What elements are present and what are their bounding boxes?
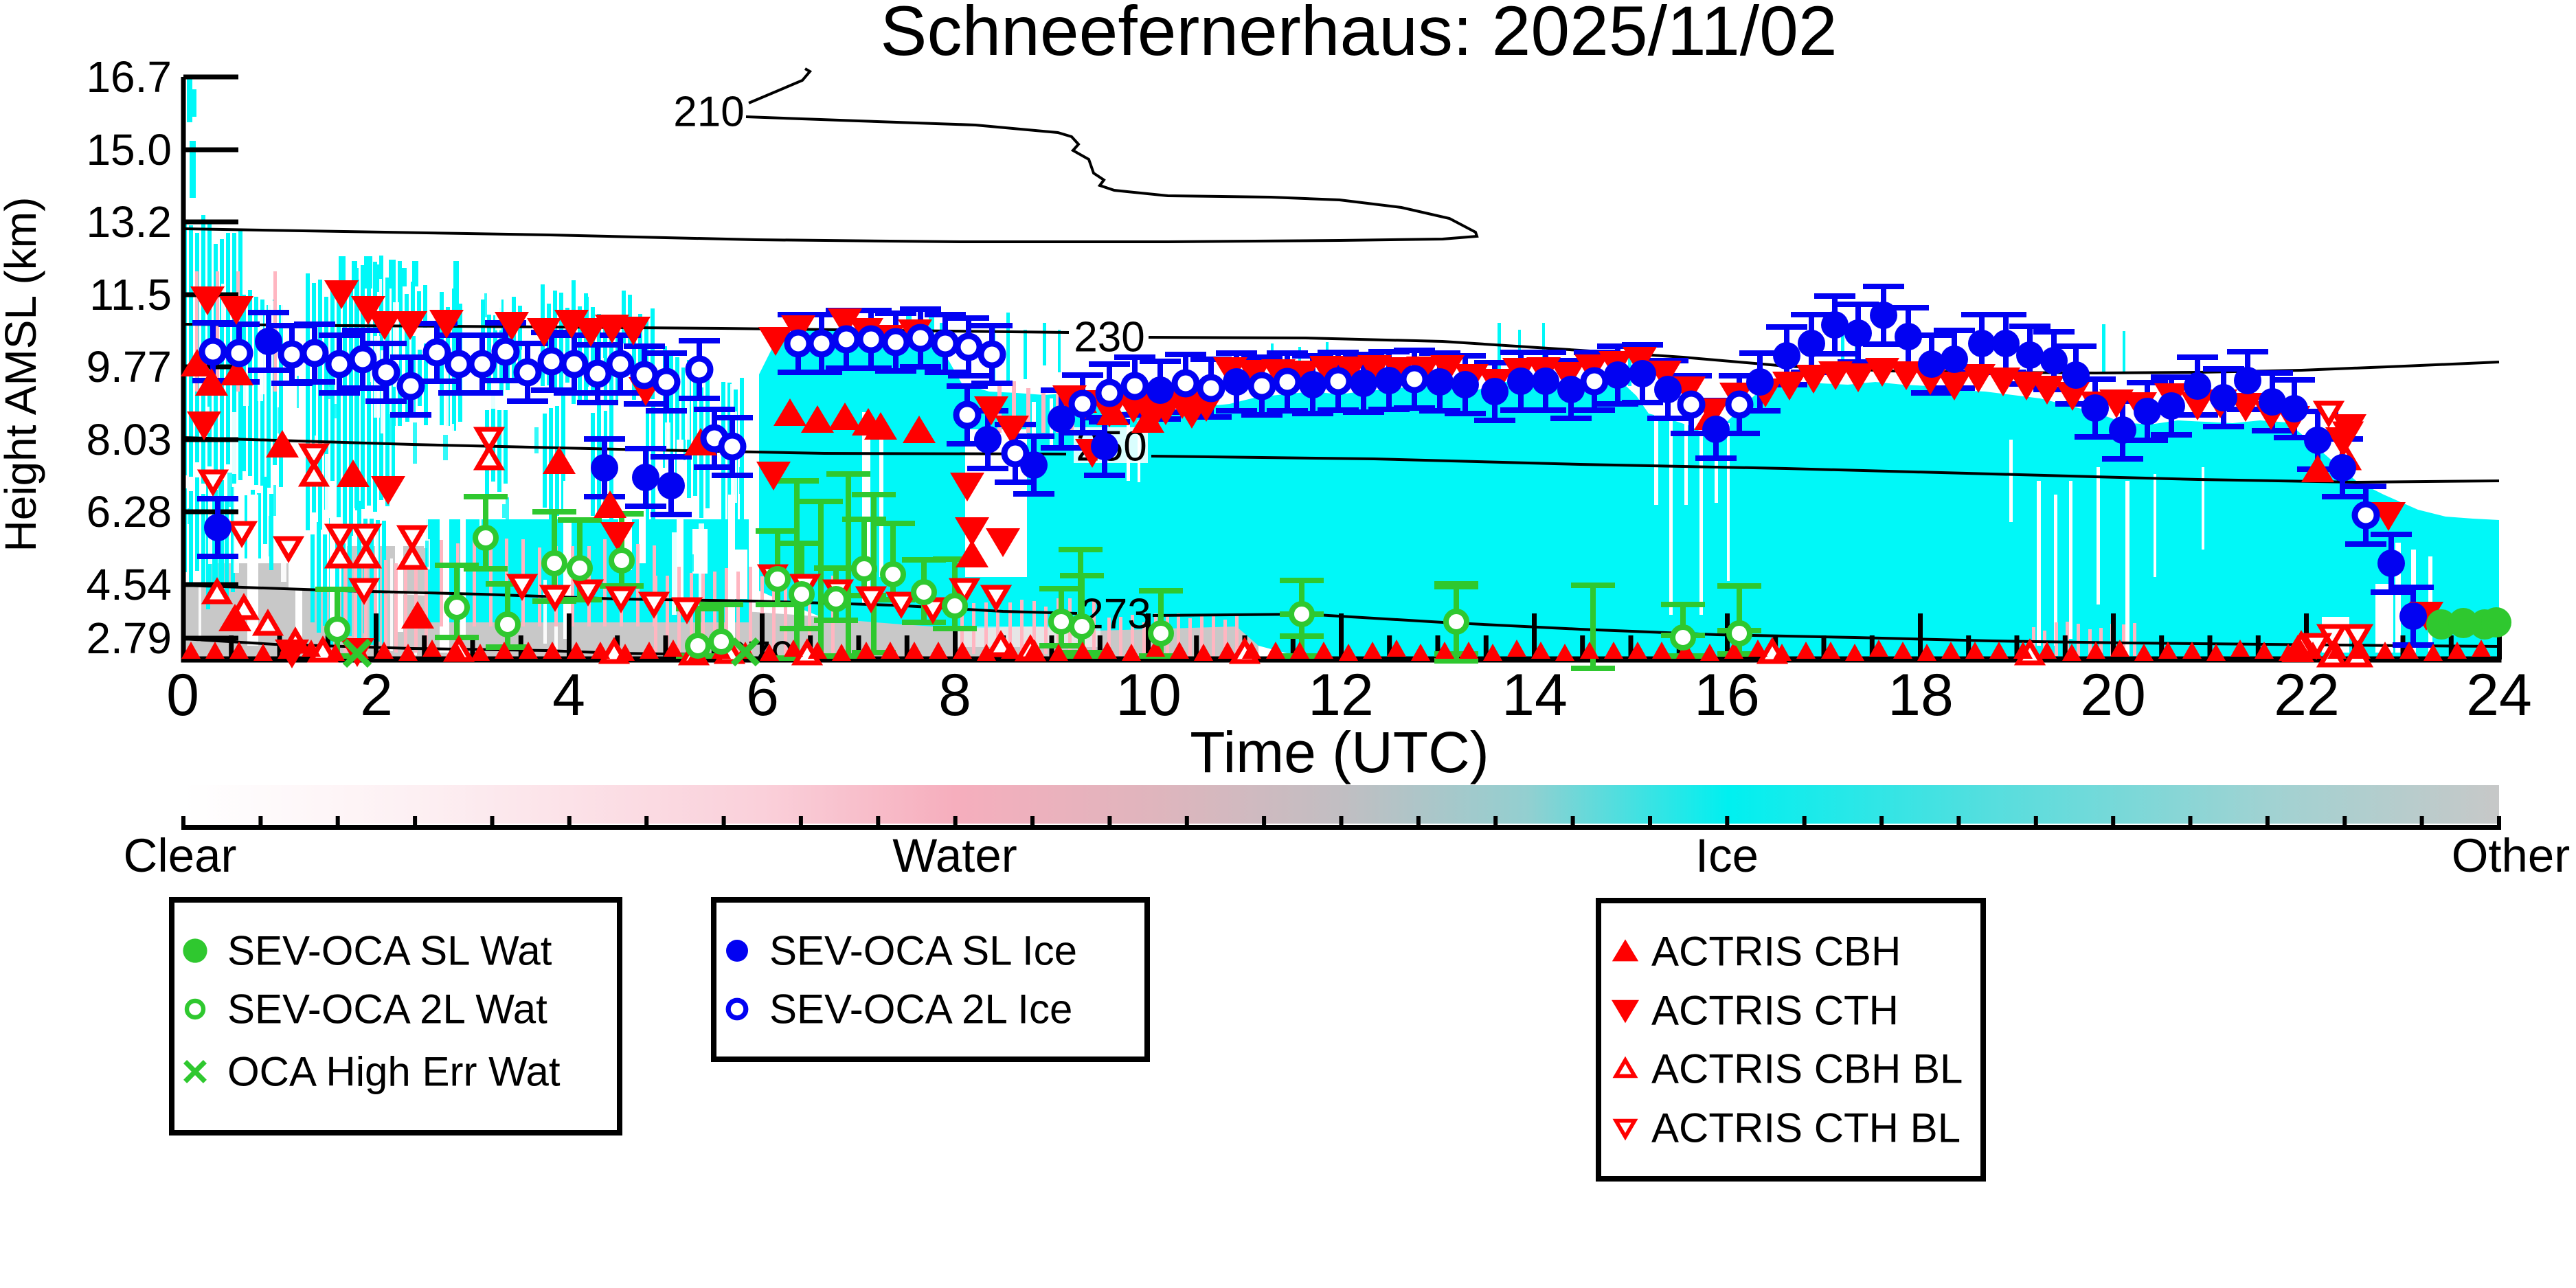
svg-text:4: 4 — [552, 662, 585, 728]
svg-text:12: 12 — [1308, 662, 1374, 728]
svg-text:Ice: Ice — [1695, 829, 1759, 882]
svg-text:14: 14 — [1502, 662, 1568, 728]
svg-text:Other: Other — [2452, 829, 2571, 882]
svg-text:9.77: 9.77 — [86, 342, 172, 392]
svg-text:Time (UTC): Time (UTC) — [1190, 720, 1489, 784]
svg-text:10: 10 — [1116, 662, 1182, 728]
svg-text:20: 20 — [2080, 662, 2146, 728]
svg-text:16: 16 — [1694, 662, 1760, 728]
svg-text:11.5: 11.5 — [89, 270, 172, 319]
svg-text:SEV-OCA SL Ice: SEV-OCA SL Ice — [769, 928, 1077, 974]
svg-text:ACTRIS CBH: ACTRIS CBH — [1651, 929, 1901, 975]
svg-text:2: 2 — [360, 662, 393, 728]
svg-text:24: 24 — [2466, 662, 2532, 728]
svg-text:0: 0 — [166, 662, 199, 728]
svg-text:OCA High Err Wat: OCA High Err Wat — [227, 1049, 561, 1095]
svg-text:ACTRIS CBH BL: ACTRIS CBH BL — [1651, 1046, 1963, 1092]
svg-text:230: 230 — [1074, 314, 1144, 361]
svg-text:18: 18 — [1888, 662, 1954, 728]
svg-text:4.54: 4.54 — [86, 560, 172, 609]
svg-text:8.03: 8.03 — [86, 415, 172, 464]
svg-text:ACTRIS CTH: ACTRIS CTH — [1651, 988, 1899, 1034]
svg-text:6.28: 6.28 — [86, 487, 172, 536]
svg-text:SEV-OCA SL Wat: SEV-OCA SL Wat — [227, 928, 552, 974]
svg-text:SEV-OCA 2L Ice: SEV-OCA 2L Ice — [769, 986, 1072, 1032]
svg-text:Schneefernerhaus: 2025/11/02: Schneefernerhaus: 2025/11/02 — [880, 0, 1837, 70]
svg-text:SEV-OCA 2L Wat: SEV-OCA 2L Wat — [227, 986, 547, 1032]
svg-text:8: 8 — [938, 662, 971, 728]
svg-text:22: 22 — [2274, 662, 2340, 728]
svg-text:15.0: 15.0 — [86, 125, 172, 174]
svg-text:13.2: 13.2 — [86, 197, 172, 247]
svg-text:16.7: 16.7 — [86, 52, 172, 102]
svg-text:Water: Water — [892, 829, 1017, 882]
svg-text:6: 6 — [746, 662, 779, 728]
svg-text:2.79: 2.79 — [86, 613, 172, 663]
svg-text:Height AMSL (km): Height AMSL (km) — [0, 197, 45, 552]
svg-text:Clear: Clear — [124, 829, 237, 882]
svg-text:ACTRIS CTH BL: ACTRIS CTH BL — [1651, 1105, 1961, 1151]
svg-text:210: 210 — [673, 89, 744, 136]
